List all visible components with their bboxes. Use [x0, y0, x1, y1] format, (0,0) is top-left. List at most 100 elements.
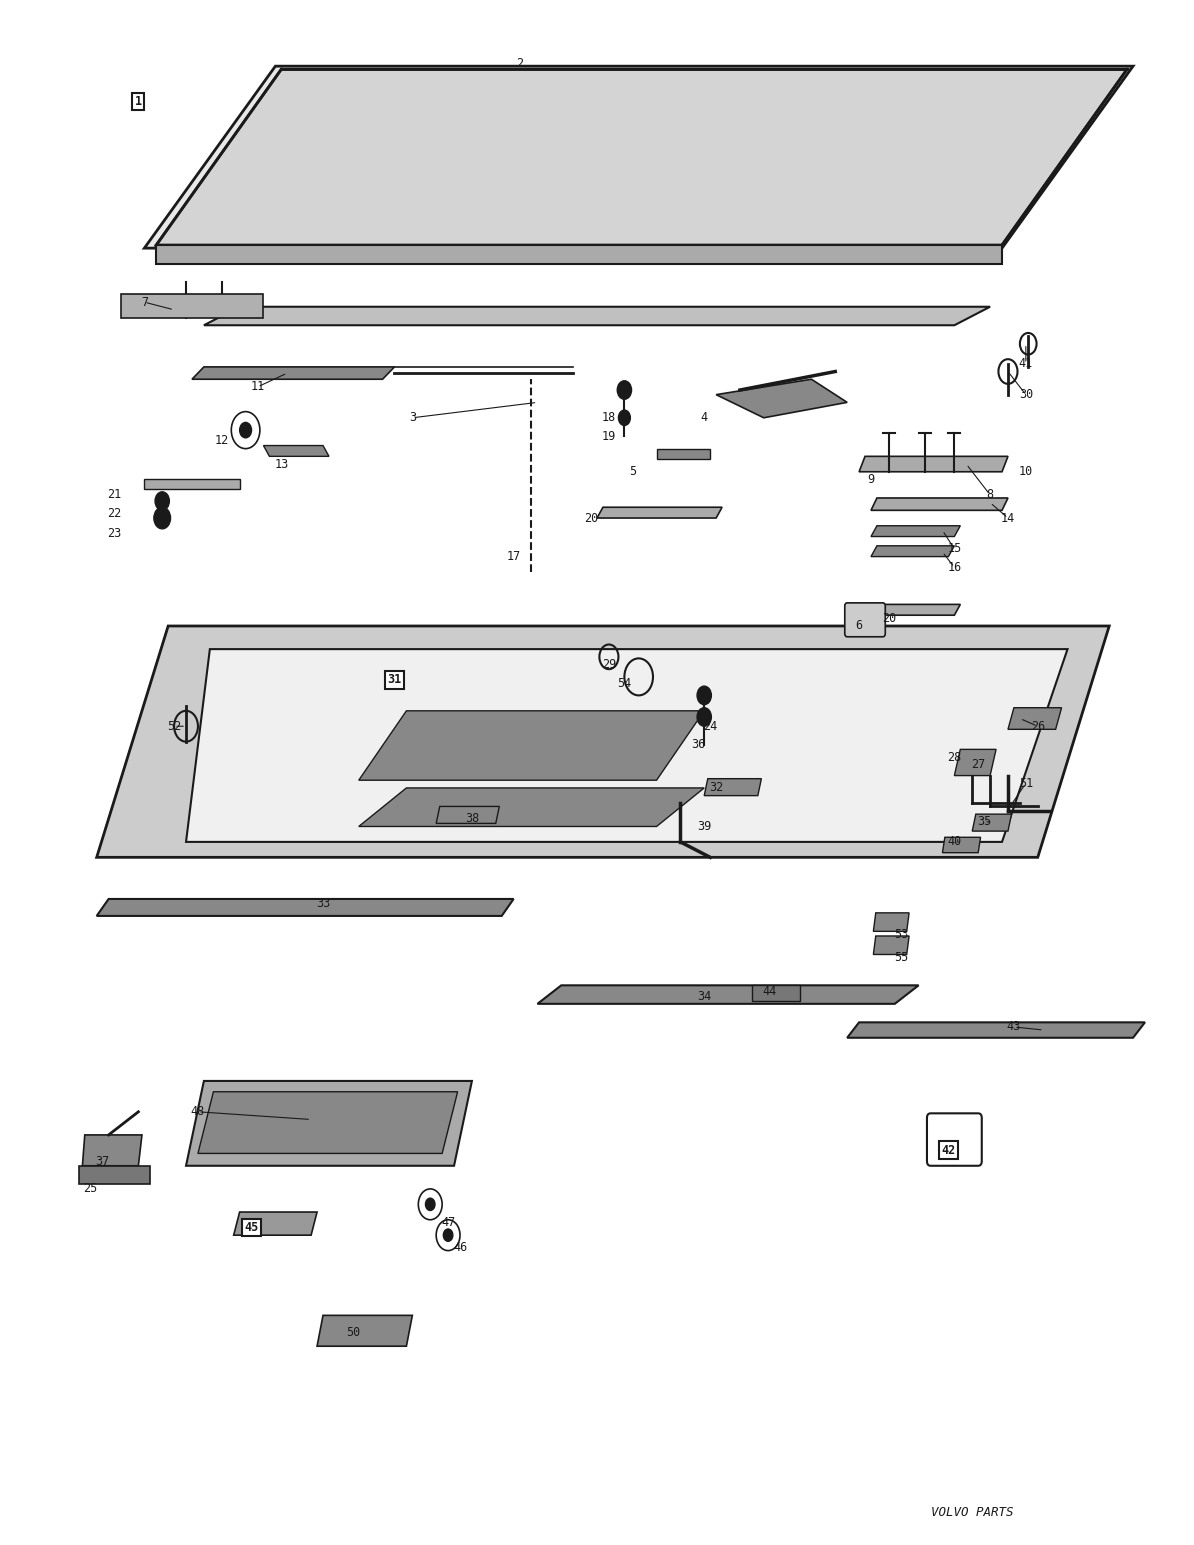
Text: 55: 55: [893, 952, 907, 964]
Polygon shape: [537, 986, 918, 1004]
Text: 15: 15: [947, 542, 961, 555]
Polygon shape: [942, 837, 980, 853]
Text: 31: 31: [387, 674, 401, 686]
Text: 47: 47: [441, 1216, 455, 1230]
Text: 22: 22: [107, 507, 122, 521]
Circle shape: [154, 507, 171, 528]
Text: 52: 52: [167, 720, 181, 732]
Text: 44: 44: [763, 986, 777, 998]
Text: 34: 34: [697, 990, 712, 1003]
Polygon shape: [358, 711, 704, 780]
Text: 13: 13: [275, 457, 289, 471]
Polygon shape: [234, 1211, 318, 1234]
Text: VOLVO PARTS: VOLVO PARTS: [930, 1506, 1013, 1519]
Text: 54: 54: [617, 677, 632, 689]
Text: 41: 41: [1018, 357, 1033, 371]
Polygon shape: [858, 456, 1008, 471]
Text: 50: 50: [346, 1326, 359, 1340]
Polygon shape: [264, 445, 330, 456]
Polygon shape: [954, 749, 996, 776]
Text: 42: 42: [941, 1143, 955, 1157]
Polygon shape: [192, 366, 394, 379]
Polygon shape: [972, 814, 1011, 831]
Circle shape: [155, 491, 170, 510]
FancyBboxPatch shape: [845, 603, 885, 637]
Polygon shape: [873, 936, 909, 955]
PathPatch shape: [144, 66, 1133, 249]
Polygon shape: [870, 545, 954, 556]
Text: 2: 2: [516, 57, 523, 70]
Polygon shape: [848, 1023, 1145, 1038]
Text: 36: 36: [691, 739, 706, 751]
Polygon shape: [657, 448, 710, 459]
Polygon shape: [716, 379, 848, 417]
Text: 16: 16: [947, 561, 961, 573]
Text: 12: 12: [215, 434, 229, 448]
Text: 35: 35: [977, 816, 991, 828]
Text: 53: 53: [893, 929, 907, 941]
Text: 24: 24: [703, 720, 718, 732]
Text: 5: 5: [629, 465, 636, 479]
Text: 9: 9: [867, 473, 874, 487]
Polygon shape: [121, 295, 264, 318]
Polygon shape: [79, 1166, 150, 1185]
Text: 23: 23: [107, 527, 122, 539]
Text: 30: 30: [1018, 388, 1033, 402]
Text: 25: 25: [84, 1182, 98, 1196]
Text: 48: 48: [191, 1105, 205, 1119]
Polygon shape: [873, 913, 909, 932]
Circle shape: [697, 708, 712, 726]
Polygon shape: [156, 246, 1002, 264]
Text: 20: 20: [584, 511, 598, 525]
Text: 37: 37: [96, 1154, 110, 1168]
Text: 1: 1: [135, 96, 142, 108]
Polygon shape: [752, 986, 800, 1001]
Text: 43: 43: [1007, 1020, 1021, 1034]
Polygon shape: [358, 788, 704, 827]
Text: 39: 39: [697, 820, 712, 833]
Polygon shape: [858, 604, 960, 615]
Text: 20: 20: [881, 612, 896, 624]
Text: 21: 21: [107, 488, 122, 502]
Polygon shape: [436, 806, 499, 823]
Polygon shape: [870, 525, 960, 536]
Polygon shape: [318, 1315, 412, 1346]
Text: 6: 6: [856, 620, 862, 632]
Text: 51: 51: [1018, 777, 1033, 789]
Text: 11: 11: [251, 380, 265, 394]
Polygon shape: [82, 1136, 142, 1166]
Text: 4: 4: [701, 411, 708, 425]
Circle shape: [240, 422, 252, 437]
Text: 38: 38: [464, 813, 479, 825]
Text: 10: 10: [1018, 465, 1033, 479]
Text: 7: 7: [141, 295, 148, 309]
Circle shape: [697, 686, 712, 705]
Text: 26: 26: [1030, 720, 1045, 732]
Polygon shape: [156, 70, 1127, 246]
Polygon shape: [1008, 708, 1061, 729]
Polygon shape: [704, 779, 762, 796]
Circle shape: [617, 380, 632, 399]
Text: 40: 40: [947, 836, 961, 848]
Circle shape: [425, 1199, 435, 1210]
Circle shape: [618, 409, 630, 425]
Text: 28: 28: [947, 751, 961, 763]
Text: 8: 8: [986, 488, 993, 502]
Polygon shape: [186, 649, 1067, 842]
Text: 46: 46: [453, 1241, 467, 1255]
Text: 29: 29: [602, 658, 616, 671]
Text: 3: 3: [408, 411, 416, 425]
Text: 45: 45: [245, 1221, 259, 1234]
Text: 14: 14: [1001, 511, 1015, 525]
Polygon shape: [97, 899, 513, 916]
Polygon shape: [870, 497, 1008, 510]
Text: 18: 18: [602, 411, 616, 425]
Polygon shape: [144, 479, 240, 488]
Polygon shape: [97, 626, 1109, 857]
FancyBboxPatch shape: [927, 1114, 981, 1166]
Text: 27: 27: [971, 759, 985, 771]
Text: 19: 19: [602, 430, 616, 443]
Text: 17: 17: [506, 550, 521, 562]
Text: 33: 33: [316, 898, 331, 910]
Text: 32: 32: [709, 782, 724, 794]
